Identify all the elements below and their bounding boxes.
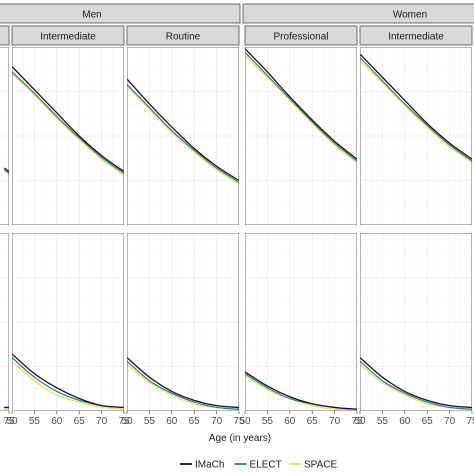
panel-men-intermediate-row1 [12, 47, 124, 225]
series-line-imach [12, 353, 124, 409]
legend-label: ELECT [250, 460, 282, 471]
x-tick-label: 75 [233, 416, 245, 427]
class-strip-background [359, 25, 473, 46]
series-line-space [360, 60, 472, 164]
panel-women-professional-row2 [245, 233, 357, 411]
series-line-elect [127, 360, 239, 410]
x-tick-label: 70 [211, 416, 223, 427]
x-tick-label: 75 [118, 416, 130, 427]
x-tick-label: 65 [74, 416, 86, 427]
panel-men-intermediate-row2 [12, 233, 124, 411]
x-tick-label: 65 [422, 416, 434, 427]
series-line-space [12, 360, 124, 410]
x-axis-title: Age (in years) [209, 433, 271, 444]
class-strip-label: Routine [166, 32, 201, 43]
legend-item-space: SPACE [289, 460, 337, 471]
x-tick-label: 60 [51, 416, 63, 427]
x-tick-label: 70 [329, 416, 341, 427]
series-line-elect [360, 57, 472, 162]
panel-women-professional-row1 [245, 47, 357, 225]
legend: IMaCh ELECT SPACE [180, 460, 337, 471]
panel-men-row1 [0, 47, 9, 225]
class-strip-label: Intermediate [388, 32, 444, 43]
series-line-space [245, 55, 357, 164]
series-line-elect [12, 71, 124, 174]
series-line-imach [245, 371, 357, 410]
x-tick-label: 75 [351, 416, 363, 427]
x-tick-label: 60 [399, 416, 411, 427]
series-line-imach [245, 48, 357, 160]
series-line-elect [360, 360, 472, 410]
panel-women-intermediate-row2 [360, 233, 472, 411]
series-line-space [12, 73, 124, 176]
series-line-imach [360, 357, 472, 409]
class-strip: Routine [126, 25, 240, 46]
x-tick-label: 55 [144, 416, 156, 427]
class-strip-label: Intermediate [40, 32, 96, 43]
class-strip: Professional [244, 25, 358, 46]
x-tick-label: 60 [166, 416, 178, 427]
x-tick-label: 50 [6, 416, 18, 427]
x-tick-label: 50 [239, 416, 251, 427]
legend-item-imach: IMaCh [180, 460, 224, 471]
x-tick-label: 70 [444, 416, 456, 427]
x-tick-label: 50 [121, 416, 133, 427]
panel-men-routine-row1 [127, 47, 239, 225]
x-tick-label: 55 [377, 416, 389, 427]
facet-header-label: Men [82, 10, 101, 21]
facet-header-men [0, 3, 241, 24]
class-strip [0, 25, 10, 46]
class-strip: Intermediate [359, 25, 473, 46]
series-line-elect [127, 83, 239, 183]
x-tick-label: 70 [96, 416, 108, 427]
series-line-space [127, 85, 239, 185]
x-tick-label: 75 [466, 416, 474, 427]
panel-women-intermediate-row1 [360, 47, 472, 225]
x-tick-label: 75 [3, 416, 15, 427]
x-tick-label: 50 [354, 416, 366, 427]
class-strip-background [11, 25, 125, 46]
series-line-imach [360, 53, 472, 160]
x-tick-label: 65 [189, 416, 201, 427]
class-strip-background [244, 25, 358, 46]
series-line-elect [245, 51, 357, 162]
series-line-imach [127, 78, 239, 182]
facet-header-label: Women [393, 10, 427, 21]
legend-label: IMaCh [195, 460, 224, 471]
class-strip-label: Professional [273, 32, 328, 43]
class-strip: Intermediate [11, 25, 125, 46]
legend-label: SPACE [304, 460, 337, 471]
panel-men-routine-row2 [127, 233, 239, 411]
series-line-imach [12, 66, 124, 173]
facet-headers: Men Women Intermediate Routine Professional I… [0, 3, 474, 46]
class-strip-background [126, 25, 240, 46]
x-tick-label: 65 [307, 416, 319, 427]
panel-men-row2 [0, 233, 9, 411]
series-line-imach [127, 357, 239, 409]
class-strip-background [0, 25, 10, 46]
x-tick-label: 55 [262, 416, 274, 427]
x-tick-label: 60 [284, 416, 296, 427]
chart-panels [0, 47, 472, 411]
legend-item-elect: ELECT [234, 460, 282, 471]
x-tick-label: 55 [29, 416, 41, 427]
facet-header-women [242, 3, 474, 24]
series-line-space [245, 374, 357, 411]
